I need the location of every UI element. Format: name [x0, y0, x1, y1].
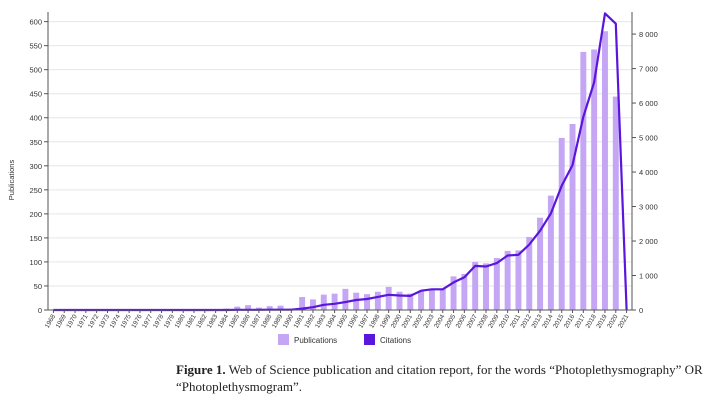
publication-bar — [331, 293, 338, 310]
y2-tick-label: 8 000 — [639, 30, 658, 39]
publication-bar — [439, 288, 446, 310]
publication-bar — [547, 195, 554, 310]
left-axis-ticks: 0 50 100 150 200 250 300 350 400 450 500 550 600 — [29, 18, 48, 315]
publication-bar — [428, 289, 435, 310]
publication-bar — [234, 306, 241, 310]
publication-bar — [504, 250, 511, 310]
publication-bar — [515, 250, 522, 310]
y-tick-label: 250 — [29, 186, 42, 195]
figure-caption: Figure 1. Web of Science publication and… — [176, 361, 716, 395]
y-tick-label: 100 — [29, 258, 42, 267]
y2-tick-label: 1 000 — [639, 272, 658, 281]
publication-bar — [558, 137, 565, 310]
y-tick-label: 200 — [29, 210, 42, 219]
y-tick-label: 150 — [29, 234, 42, 243]
y2-tick-label: 3 000 — [639, 203, 658, 212]
publication-bar — [450, 276, 457, 310]
publication-bar — [591, 49, 598, 310]
publication-bar — [266, 306, 273, 310]
publication-bar — [342, 288, 349, 310]
publication-bars — [50, 31, 619, 311]
publication-bar — [418, 290, 425, 310]
publication-bar — [320, 294, 327, 310]
publication-bar — [612, 96, 619, 310]
y2-tick-label: 6 000 — [639, 99, 658, 108]
y2-tick-label: 5 000 — [639, 134, 658, 143]
right-axis-ticks: 0 1 000 2 000 3 000 4 000 5 000 6 000 7 000 8 00… — [632, 30, 658, 315]
y-tick-label: 350 — [29, 138, 42, 147]
y-tick-label: 500 — [29, 66, 42, 75]
y-tick-label: 0 — [38, 306, 42, 315]
y-tick-label: 300 — [29, 162, 42, 171]
legend-swatch-citations — [364, 334, 375, 345]
y-tick-label: 600 — [29, 18, 42, 27]
publication-bar — [277, 305, 284, 310]
y-tick-label: 450 — [29, 90, 42, 99]
publication-bar — [309, 299, 316, 310]
gridlines — [48, 21, 632, 311]
x-axis-ticks: 1968196919701971197219731974197519761977… — [44, 310, 631, 330]
publication-bar — [299, 297, 306, 310]
publication-bar — [580, 51, 587, 310]
y2-tick-label: 0 — [639, 306, 643, 315]
caption-text: Web of Science publication and citation … — [176, 362, 703, 394]
legend-label-publications: Publications — [294, 336, 337, 345]
publication-bar — [461, 273, 468, 310]
publication-bar — [396, 291, 403, 310]
publication-bar — [601, 31, 608, 311]
y2-tick-label: 4 000 — [639, 168, 658, 177]
legend-label-citations: Citations — [380, 336, 411, 345]
publication-bar — [385, 286, 392, 310]
x-tick-label: 2010 — [498, 313, 511, 329]
y2-tick-label: 7 000 — [639, 65, 658, 74]
publication-bar — [526, 236, 533, 310]
legend: Publications Citations — [278, 334, 411, 345]
y-tick-label: 550 — [29, 42, 42, 51]
combo-chart: 0 50 100 150 200 250 300 350 400 450 500 550 600 0 1 … — [7, 12, 658, 345]
publication-bar — [245, 305, 252, 310]
caption-label: Figure 1. — [176, 362, 226, 377]
legend-swatch-publications — [278, 334, 289, 345]
y2-tick-label: 2 000 — [639, 237, 658, 246]
x-tick-label: 2021 — [617, 313, 630, 329]
axes — [47, 12, 633, 311]
publication-bar — [537, 217, 544, 310]
publication-bar — [353, 292, 360, 310]
y-tick-label: 50 — [34, 282, 42, 291]
publication-bar — [472, 261, 479, 310]
y-axis-label: Publications — [7, 160, 16, 201]
publication-bar — [407, 293, 414, 310]
publication-bar — [483, 263, 489, 310]
publication-bar — [374, 291, 381, 310]
publication-bar — [493, 258, 500, 310]
y-tick-label: 400 — [29, 114, 42, 123]
publication-bar — [364, 294, 371, 310]
publication-bar — [569, 123, 576, 310]
